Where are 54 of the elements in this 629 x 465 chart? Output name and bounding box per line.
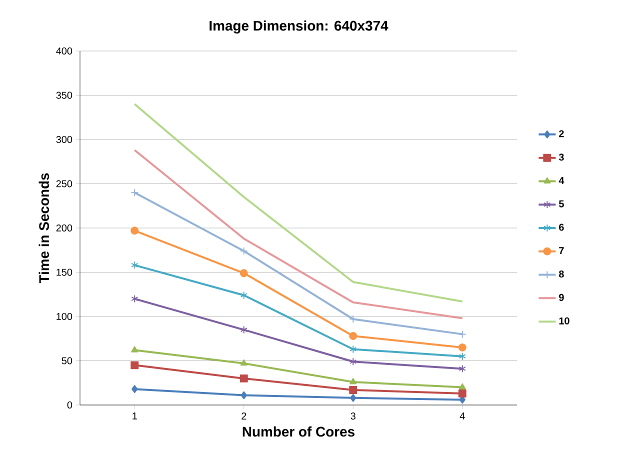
- point: [458, 390, 466, 398]
- point: [130, 361, 139, 370]
- point: [349, 332, 358, 340]
- point: [349, 386, 358, 394]
- chart-title: Image Dimension: 640x374: [210, 20, 388, 34]
- point: [240, 326, 248, 334]
- line-series: [134, 149, 464, 320]
- y-tick-label: 350: [56, 92, 72, 99]
- point: [131, 294, 138, 303]
- x-tick-label: 3: [350, 412, 356, 420]
- point: [130, 188, 139, 197]
- legend-label: 2: [559, 130, 564, 138]
- legend-label: 6: [559, 224, 564, 231]
- y-tick-label: 150: [56, 268, 72, 276]
- point: [240, 269, 248, 278]
- legend-label: 3: [558, 154, 564, 161]
- point: [240, 374, 248, 382]
- point: [458, 364, 466, 373]
- point: [458, 343, 466, 352]
- y-tick-label: 100: [56, 312, 72, 320]
- x-axis-title: Number of Cores: [242, 426, 354, 437]
- x-tick-label: 2: [242, 412, 246, 420]
- x-tick-label: 4: [460, 412, 465, 420]
- point: [458, 352, 466, 360]
- point: [240, 291, 248, 300]
- point: [350, 345, 357, 354]
- legend-label: 5: [558, 200, 564, 208]
- point: [350, 394, 356, 402]
- x-tick-label: 1: [132, 412, 137, 420]
- y-tick-label: 400: [56, 47, 72, 55]
- point: [240, 247, 248, 255]
- line-series: [134, 103, 464, 302]
- y-tick-label: 300: [56, 136, 72, 144]
- legend-label: 4: [558, 177, 564, 184]
- point: [132, 385, 138, 394]
- point: [458, 383, 466, 390]
- y-tick-label: 250: [56, 180, 72, 188]
- point: [350, 358, 357, 366]
- point: [240, 359, 248, 366]
- y-tick-label: 0: [67, 401, 72, 409]
- point: [131, 261, 138, 270]
- legend-label: 10: [559, 317, 570, 324]
- legend-label: 9: [559, 294, 564, 301]
- y-tick-label: 50: [62, 357, 72, 364]
- legend-label: 7: [559, 247, 564, 254]
- point: [131, 346, 138, 352]
- y-tick-label: 200: [56, 224, 72, 232]
- y-axis-title: Time in Seconds: [38, 173, 50, 284]
- point: [349, 315, 358, 324]
- legend-label: 8: [558, 270, 564, 278]
- point: [350, 378, 357, 384]
- point: [458, 330, 466, 338]
- point: [130, 226, 139, 235]
- point: [240, 391, 247, 400]
